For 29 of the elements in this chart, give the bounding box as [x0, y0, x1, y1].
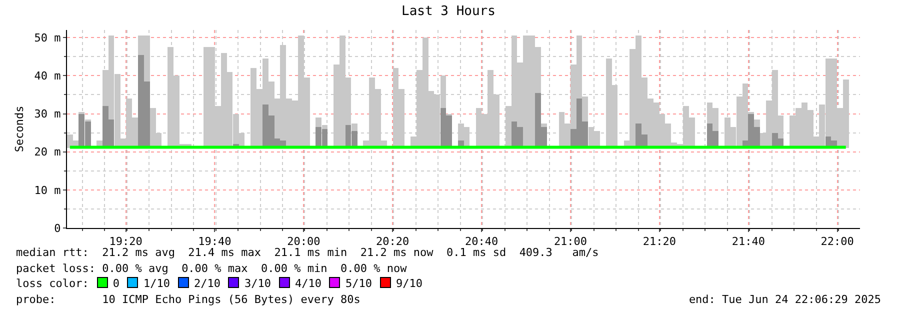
y-tick-label: 20 m [34, 146, 62, 159]
y-tick-label: 50 m [34, 31, 62, 44]
x-tick-label: 21:20 [642, 235, 676, 248]
text: 0 [112, 277, 120, 290]
text: 3/10 [244, 277, 271, 290]
y-tick-label: 30 m [34, 108, 62, 121]
text: 5/10 [345, 277, 372, 290]
x-tick-label: 20:20 [376, 235, 410, 248]
chart-title: Last 3 Hours [402, 4, 496, 20]
y-axis-title: Seconds [12, 106, 26, 152]
y-tick-label: 0 [54, 222, 61, 235]
x-tick-label: 20:40 [464, 235, 498, 248]
y-tick-label: 10 m [34, 184, 62, 197]
text: probe: 10 ICMP Echo Pings (56 Bytes) every 80s [16, 292, 360, 306]
text: 9/10 [396, 277, 422, 290]
text: 1/10 [143, 277, 170, 290]
y-tick-label: 40 m [34, 70, 62, 83]
x-tick-label: 20:00 [287, 235, 320, 248]
x-tick-label: 22:00 [820, 235, 854, 248]
text: loss color: [16, 277, 89, 290]
text: median rtt: 21.2 ms avg 21.4 ms max 21.1 ms min 21.2 ms now 0.1 ms sd 409.3 am/s [16, 246, 599, 259]
x-tick-label: 19:40 [198, 235, 232, 248]
text: packet loss: 0.00 % avg 0.00 % max 0.00 % min 0.00 % now [16, 262, 407, 274]
x-tick-label: 21:40 [732, 235, 765, 248]
text: end: Tue Jun 24 22:06:29 2025 [688, 292, 881, 307]
text: 2/10 [194, 277, 220, 290]
text: 4/10 [294, 277, 322, 290]
x-tick-label: 21:00 [554, 235, 588, 248]
x-tick-label: 19:20 [109, 235, 142, 248]
